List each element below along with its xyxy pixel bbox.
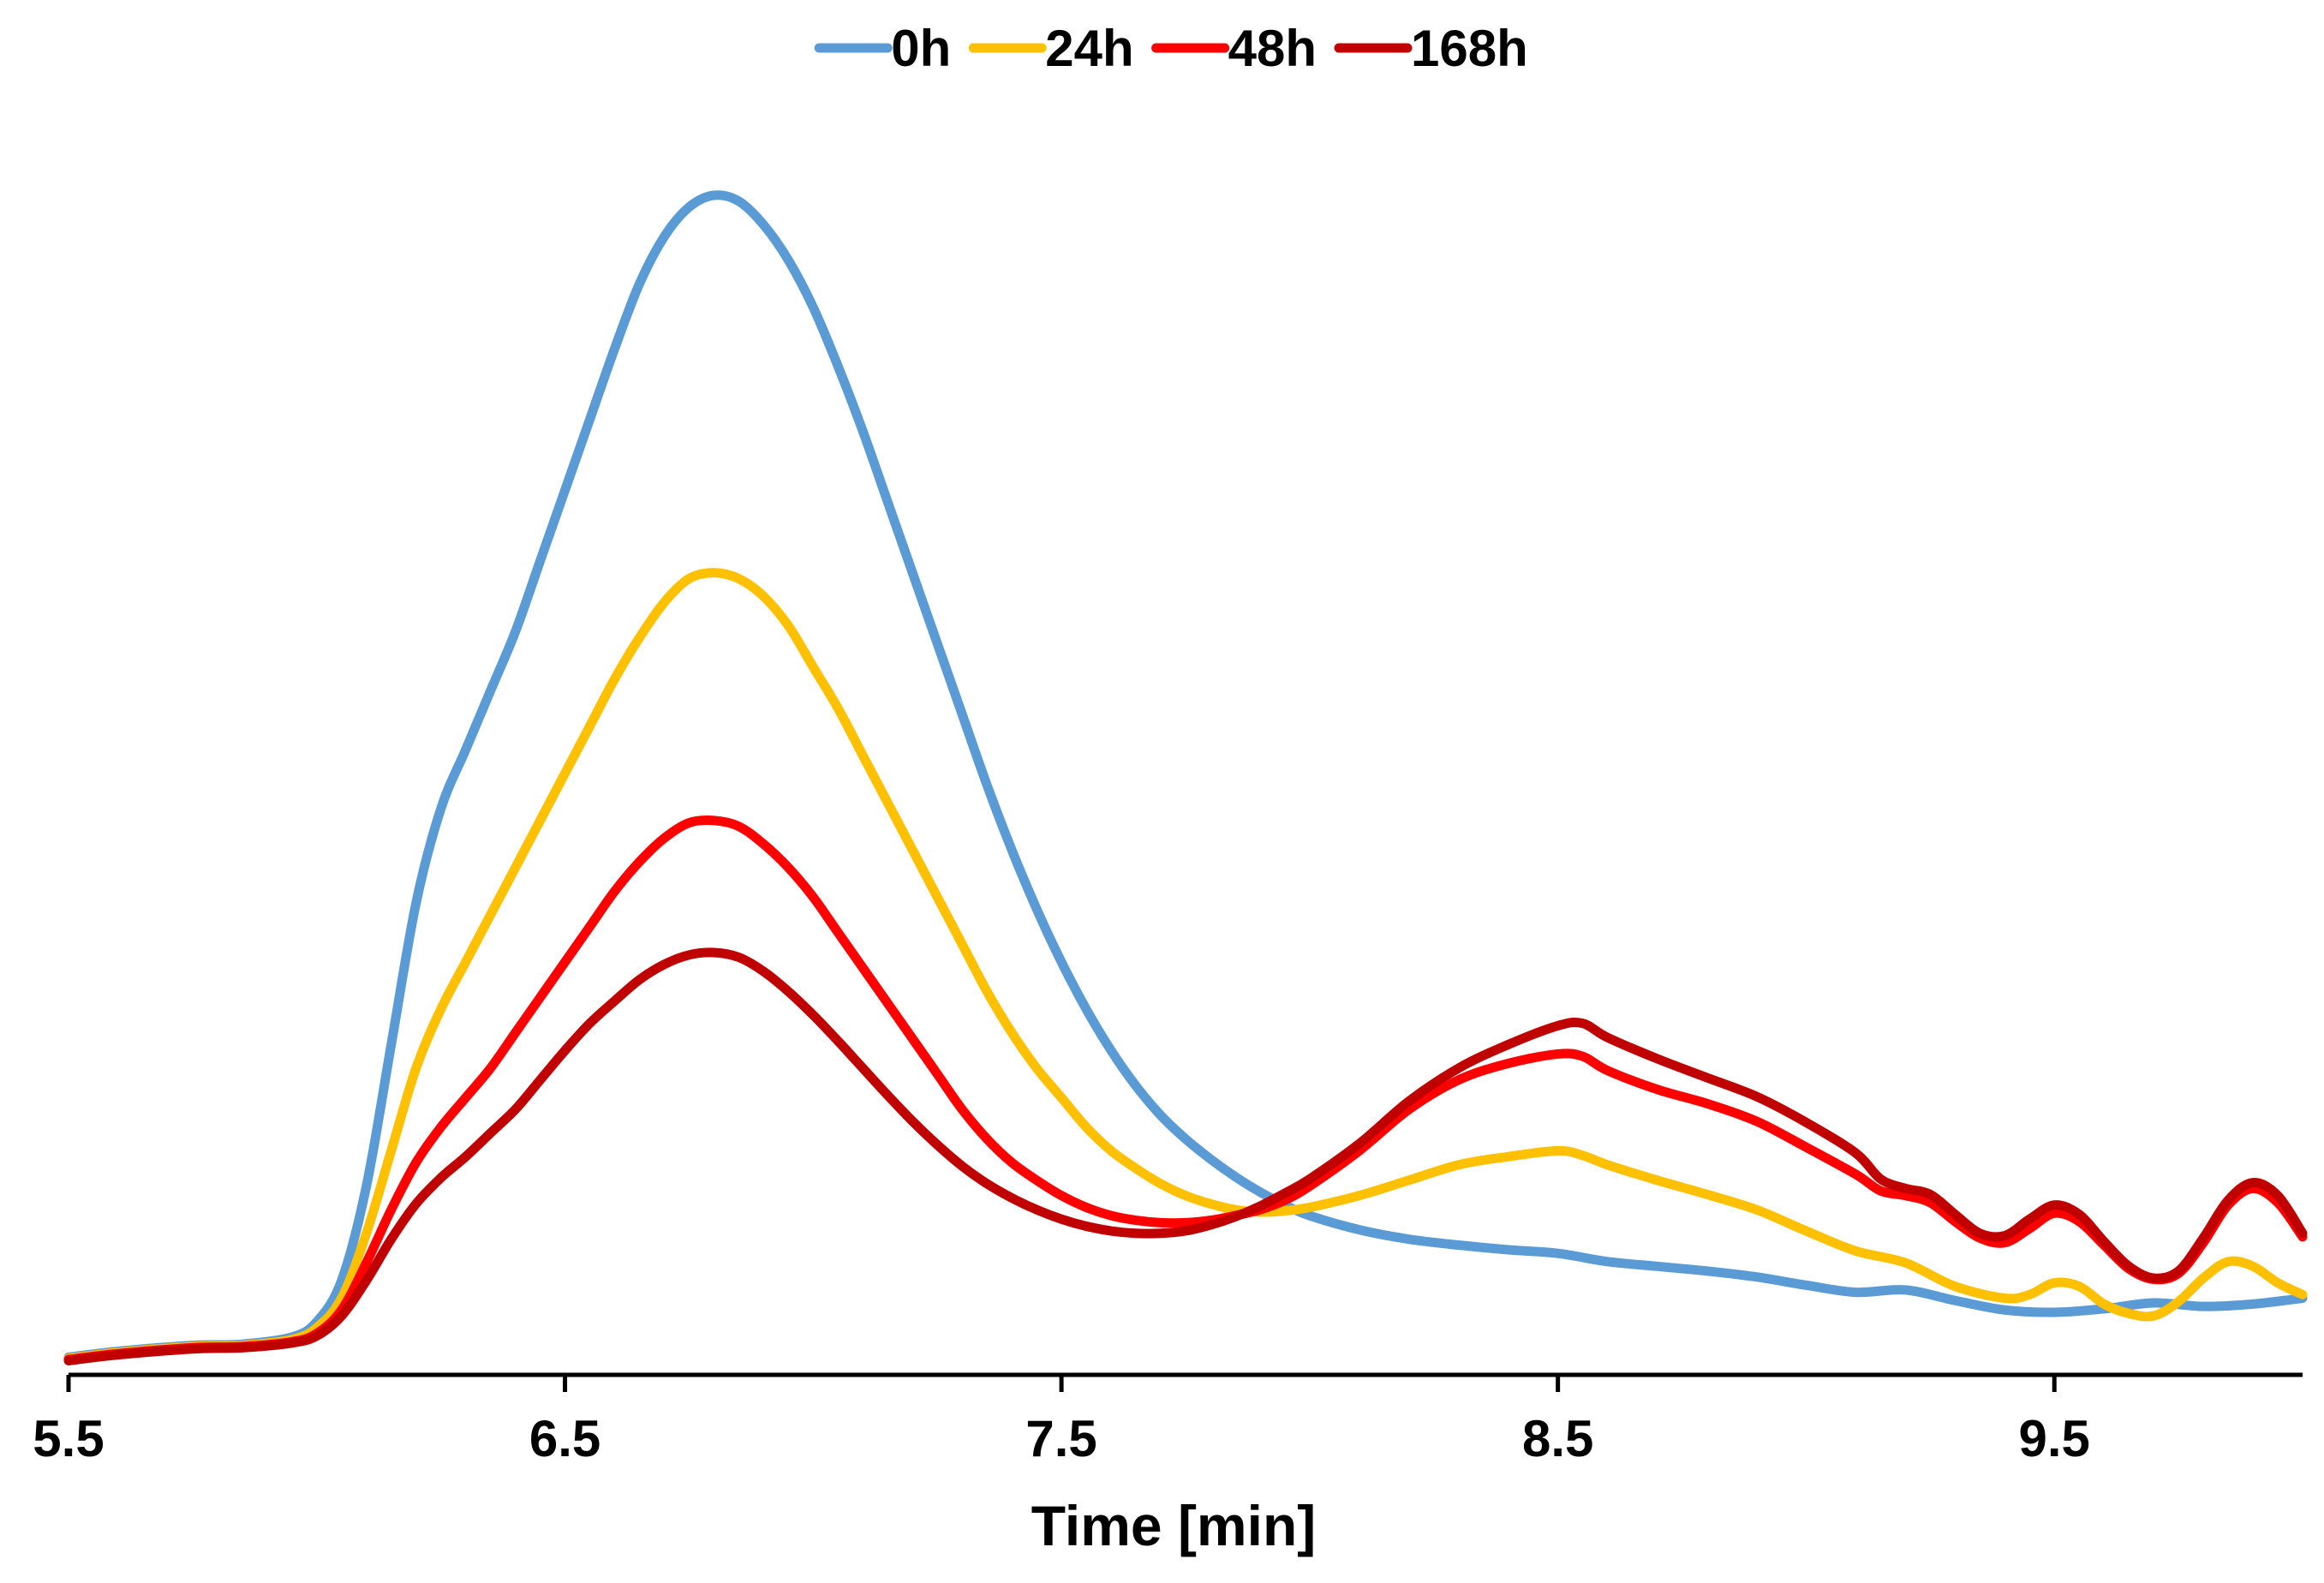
- x-tick-label: 9.5: [2019, 1410, 2090, 1467]
- x-tick-label: 5.5: [33, 1410, 104, 1467]
- x-axis: 5.5 6.5 7.5 8.5 9.5: [33, 1372, 2303, 1467]
- legend-item-0h: 0h: [814, 20, 951, 77]
- x-tick-label: 8.5: [1522, 1410, 1593, 1467]
- x-tick-label: 6.5: [529, 1410, 600, 1467]
- x-tick-label: 7.5: [1025, 1410, 1096, 1467]
- legend-item-48h: 48h: [1151, 20, 1317, 77]
- series-line-24h: [63, 568, 2308, 1364]
- legend-label-168h: 168h: [1411, 20, 1528, 77]
- series-layer: [63, 190, 2308, 1365]
- legend-label-48h: 48h: [1228, 20, 1317, 77]
- legend-label-0h: 0h: [891, 20, 951, 77]
- legend-item-24h: 24h: [968, 20, 1134, 77]
- legend-item-168h: 168h: [1334, 20, 1528, 77]
- series-line-48h: [63, 815, 2308, 1365]
- x-axis-title: Time [min]: [1031, 1494, 1316, 1557]
- legend-label-24h: 24h: [1045, 20, 1133, 77]
- legend: 0h 24h 48h 168h: [814, 20, 1528, 77]
- series-line-168h: [63, 947, 2308, 1365]
- series-line-0h: [63, 190, 2308, 1362]
